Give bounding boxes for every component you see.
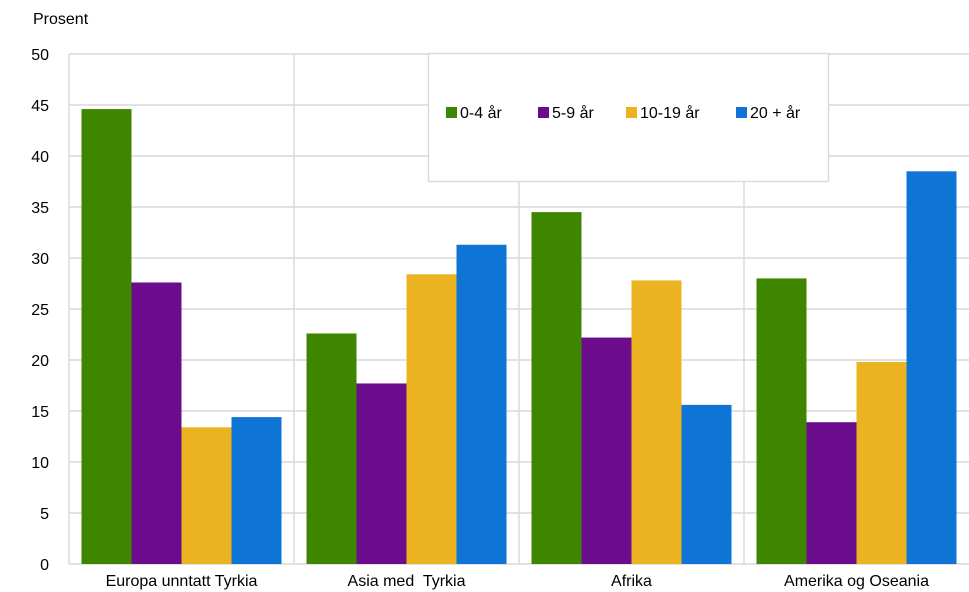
bar (131, 282, 182, 564)
bar (581, 337, 632, 564)
gridlines (68, 53, 969, 565)
y-tick-label: 40 (31, 149, 49, 166)
bar (906, 171, 957, 565)
legend-label: 5-9 år (552, 104, 594, 122)
legend: 0-4 år 5-9 år 10-19 år 20 + år (427, 52, 830, 183)
y-tick-label: 0 (40, 557, 49, 574)
x-tick-label: Afrika (611, 573, 652, 590)
legend-label: 20 + år (750, 104, 801, 122)
bar (456, 244, 507, 565)
y-tick-label: 10 (31, 455, 49, 472)
y-axis-label: Prosent (33, 11, 89, 28)
bar (756, 278, 807, 564)
bar (681, 404, 732, 564)
y-tick-label: 5 (40, 506, 49, 523)
bar (306, 333, 357, 564)
bars (81, 109, 957, 565)
y-tick-label: 45 (31, 98, 49, 115)
bar (181, 427, 232, 564)
legend-label: 0-4 år (460, 104, 502, 122)
y-tick-label: 20 (31, 353, 49, 370)
bar (356, 383, 407, 564)
y-tick-label: 15 (31, 404, 49, 421)
bar (631, 280, 682, 564)
y-tick-label: 30 (31, 251, 49, 268)
legend-swatch (446, 107, 457, 118)
x-tick-labels: Europa unntatt Tyrkia Asia med Tyrkia Afri… (106, 573, 929, 590)
y-tick-labels: 0 5 10 15 20 25 30 35 40 45 50 (31, 47, 49, 574)
bar (806, 422, 857, 564)
x-tick-label: Europa unntatt Tyrkia (106, 573, 258, 590)
y-tick-label: 35 (31, 200, 49, 217)
bar (81, 109, 132, 564)
legend-swatch (538, 107, 549, 118)
x-tick-label: Asia med Tyrkia (348, 573, 466, 590)
legend-label: 10-19 år (640, 104, 700, 122)
y-tick-label: 25 (31, 302, 49, 319)
legend-swatch (736, 107, 747, 118)
legend-swatch (626, 107, 637, 118)
bar (856, 362, 907, 564)
bar (406, 274, 457, 564)
bar (531, 212, 582, 564)
y-tick-label: 50 (31, 47, 49, 64)
bar (231, 417, 282, 564)
x-tick-label: Amerika og Oseania (784, 573, 929, 590)
